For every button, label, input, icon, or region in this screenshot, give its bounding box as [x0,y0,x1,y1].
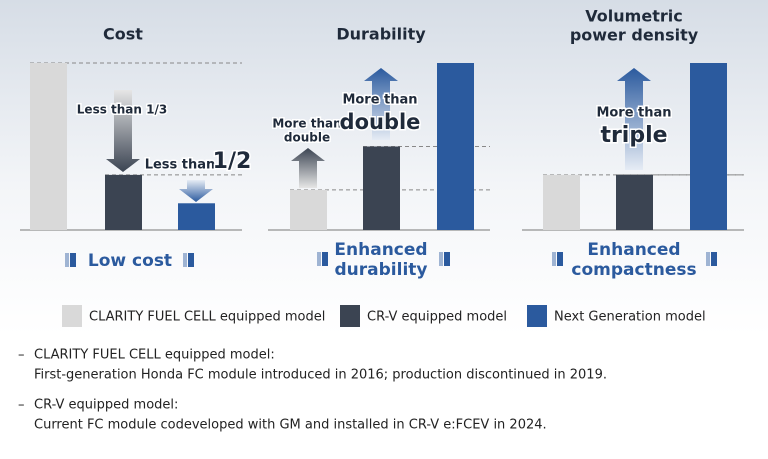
arrow [106,90,140,172]
footer-icon [552,252,556,266]
annotation: double [340,110,421,134]
arrow [364,68,398,140]
bar [543,174,580,230]
chart-title: Volumetric [585,7,682,26]
note-dash: – [18,398,25,413]
chart-footer: compactness [571,260,696,280]
arrow [179,180,213,202]
annotation: More than [596,106,671,121]
chart-title: Durability [336,25,426,44]
footer-icon [70,253,76,267]
legend-swatch [340,305,360,327]
annotation: More than [272,117,341,131]
legend-label: CR-V equipped model [367,310,507,325]
footer-icon [188,253,194,267]
footer-icon [706,252,710,266]
legend-label: CLARITY FUEL CELL equipped model [89,310,325,325]
annotation: Less than 1/3 [77,103,167,117]
chart-footer: Enhanced [334,240,427,260]
annotation: More than [342,93,417,108]
notes: – CLARITY FUEL CELL equipped model:First-… [18,348,607,433]
bar [105,174,142,230]
legend-label: Next Generation model [554,310,706,325]
chart-title: power density [570,26,699,45]
annotation: double [284,131,330,145]
footer-icon [183,253,187,267]
bar [363,146,400,230]
chart-footer: Enhanced [587,240,680,260]
legend-swatch [527,305,547,327]
bar [616,174,653,230]
bar [30,63,67,230]
footer-icon [557,252,563,266]
annotation: triple [600,123,667,148]
bar [437,63,474,230]
note-dash: – [18,348,25,363]
note-title: CLARITY FUEL CELL equipped model: [34,348,275,363]
chart-footer: Low cost [88,251,172,271]
footer-icon [65,253,69,267]
footer-icon [317,252,321,266]
bar [178,203,215,230]
note-title: CR-V equipped model: [34,398,178,413]
annotation: 1/2 [213,149,252,174]
footer-icon [711,252,717,266]
annotation: Less than [145,158,216,173]
arrow [291,148,325,188]
footer-icon [439,252,443,266]
chart-footer: durability [335,260,428,280]
bar [690,63,727,230]
note-text: Current FC module codeveloped with GM an… [34,418,547,433]
bar [290,189,327,230]
legend: CLARITY FUEL CELL equipped model CR-V equ… [62,305,706,327]
arrow [617,68,651,170]
note-text: First-generation Honda FC module introdu… [34,368,607,383]
footer-icon [444,252,450,266]
footer-icon [322,252,328,266]
legend-swatch [62,305,82,327]
chart-title: Cost [103,25,143,44]
